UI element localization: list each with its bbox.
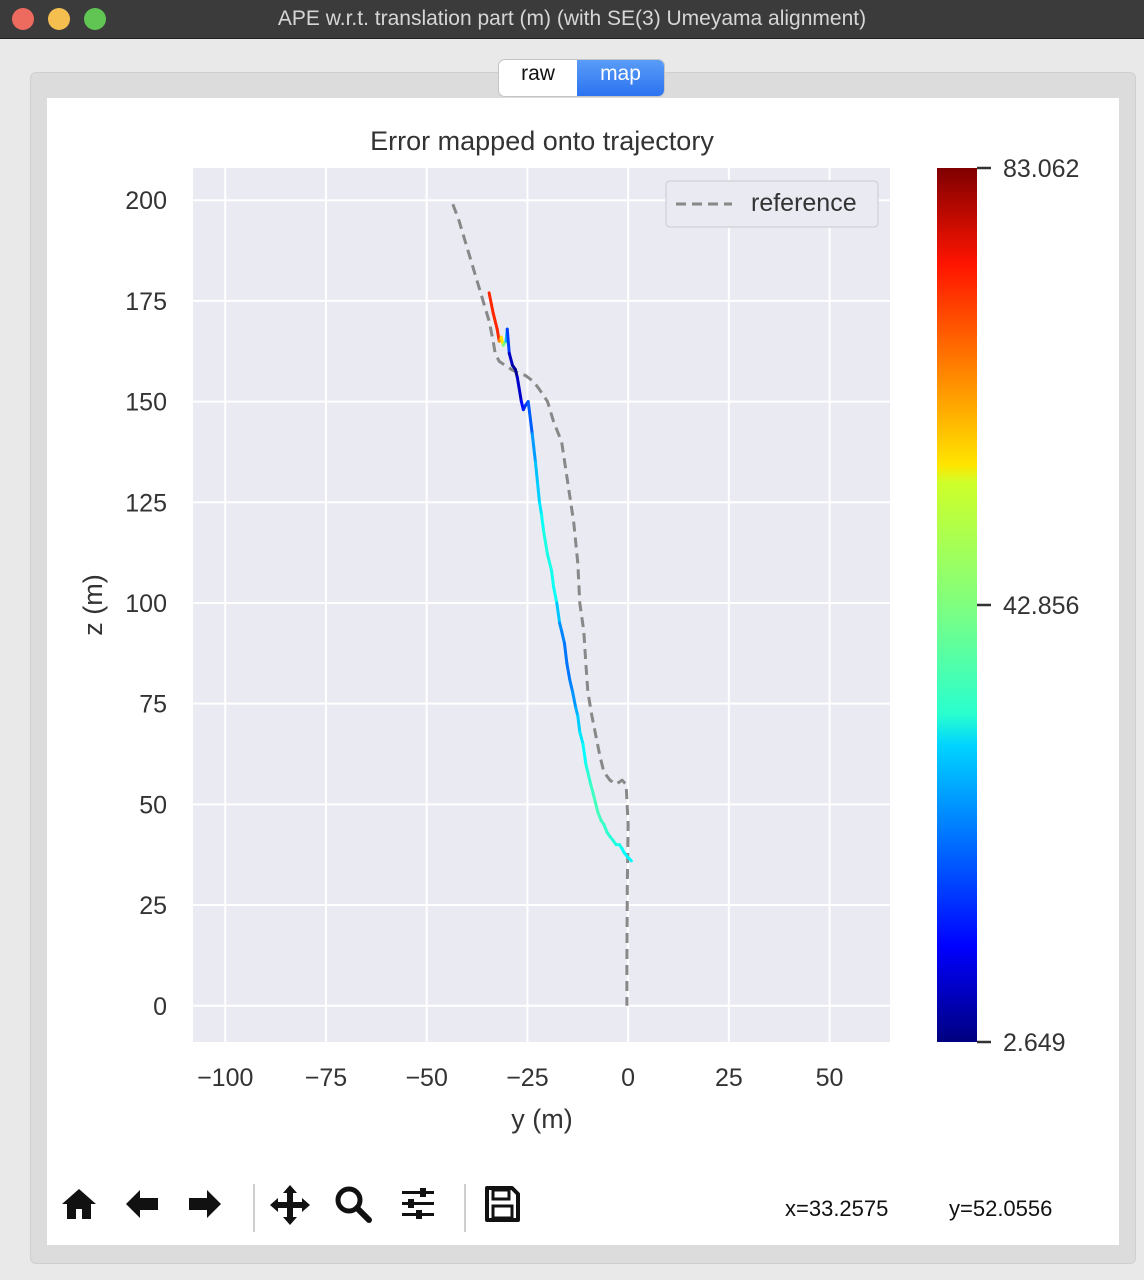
reference-line bbox=[451, 203, 630, 1006]
colorbar-tick-label: 2.649 bbox=[1003, 1029, 1066, 1057]
trajectory-segment bbox=[586, 770, 593, 786]
home-button[interactable] bbox=[59, 1184, 109, 1234]
trajectory-segment bbox=[507, 351, 514, 367]
plot-tab-bar: raw map bbox=[499, 60, 664, 96]
trajectory-segment bbox=[546, 553, 554, 573]
cursor-x-readout: x=33.2575 bbox=[785, 1196, 889, 1221]
trajectory-segment bbox=[576, 714, 582, 734]
x-tick-labels: −100 −75 −50 −25 0 25 50 bbox=[197, 1064, 843, 1092]
trajectory-segment bbox=[581, 742, 588, 766]
y-tick-label: 100 bbox=[125, 590, 167, 618]
forward-arrow-icon bbox=[189, 1190, 221, 1218]
configure-subplots-button[interactable] bbox=[398, 1184, 448, 1234]
grid-lines bbox=[193, 168, 890, 1042]
legend: reference bbox=[665, 180, 879, 228]
colorbar-gradient bbox=[937, 168, 977, 1042]
forward-button[interactable] bbox=[185, 1184, 235, 1234]
zoom-button[interactable] bbox=[333, 1184, 383, 1234]
trajectory-segment bbox=[550, 569, 556, 589]
x-tick-label: −50 bbox=[405, 1064, 447, 1092]
y-tick-label: 150 bbox=[125, 389, 167, 417]
trajectory-segment bbox=[535, 480, 541, 504]
trajectory-segment bbox=[589, 782, 596, 798]
legend-reference-label: reference bbox=[751, 189, 857, 217]
trajectory-segment bbox=[568, 678, 575, 694]
title-bar: APE w.r.t. translation part (m) (with SE… bbox=[0, 0, 1144, 39]
trajectory-segment bbox=[560, 629, 566, 645]
trajectory-segment bbox=[552, 585, 559, 605]
x-tick-label: −100 bbox=[197, 1064, 253, 1092]
home-icon bbox=[62, 1189, 96, 1219]
minimize-window-button[interactable] bbox=[48, 8, 70, 30]
trajectory-segment bbox=[533, 460, 539, 484]
x-axis-label: y (m) bbox=[511, 1104, 572, 1134]
toolbar-separator bbox=[253, 1184, 255, 1232]
axes-background bbox=[193, 168, 890, 1042]
estimated-trajectory bbox=[487, 291, 633, 863]
colorbar: 83.062 42.856 2.649 bbox=[937, 155, 1079, 1057]
trajectory-segment bbox=[578, 730, 585, 746]
x-tick-label: −25 bbox=[506, 1064, 548, 1092]
colorbar-ticks: 83.062 42.856 2.649 bbox=[977, 155, 1079, 1057]
pan-move-icon bbox=[270, 1185, 310, 1225]
save-button[interactable] bbox=[482, 1184, 532, 1234]
x-tick-label: −75 bbox=[305, 1064, 347, 1092]
y-tick-label: 200 bbox=[125, 187, 167, 215]
y-tick-label: 75 bbox=[139, 691, 167, 719]
colorbar-tick-label: 42.856 bbox=[1003, 592, 1079, 620]
x-tick-label: 0 bbox=[621, 1064, 635, 1092]
figure-canvas[interactable]: Error mapped onto trajectory −100 −75 −50−… bbox=[47, 98, 1119, 1245]
trajectory-segment bbox=[540, 512, 546, 532]
x-tick-label: 25 bbox=[715, 1064, 743, 1092]
y-tick-label: 0 bbox=[153, 993, 167, 1021]
save-floppy-icon bbox=[485, 1186, 520, 1222]
chart-title: Error mapped onto trajectory bbox=[370, 126, 714, 156]
x-tick-label: 50 bbox=[816, 1064, 844, 1092]
maximize-window-button[interactable] bbox=[84, 8, 106, 30]
trajectory-segment bbox=[491, 311, 499, 331]
trajectory-segment bbox=[625, 855, 633, 863]
y-axis-label: z (m) bbox=[78, 574, 108, 635]
trajectory-segment bbox=[526, 400, 534, 436]
cursor-y-readout: y=52.0556 bbox=[949, 1196, 1053, 1221]
pan-button[interactable] bbox=[269, 1184, 319, 1234]
y-tick-label: 25 bbox=[139, 892, 167, 920]
back-arrow-icon bbox=[126, 1190, 158, 1218]
toolbar-separator bbox=[464, 1184, 466, 1232]
trajectory-segment bbox=[530, 432, 537, 464]
y-tick-label: 175 bbox=[125, 288, 167, 316]
trajectory-segment bbox=[542, 528, 550, 557]
trajectory-segment bbox=[555, 601, 562, 625]
error-map-plot: Error mapped onto trajectory −100 −75 −50−… bbox=[78, 126, 1079, 1134]
trajectory-segment bbox=[537, 500, 543, 516]
zoom-magnifier-icon bbox=[335, 1186, 372, 1223]
tab-raw[interactable]: raw bbox=[499, 60, 577, 96]
colorbar-tick-label: 83.062 bbox=[1003, 155, 1079, 183]
trajectory-segment bbox=[487, 291, 495, 315]
y-tick-labels: 0 25 50 75 100 125 150 175 200 bbox=[125, 187, 167, 1021]
trajectory-segment bbox=[505, 327, 511, 355]
tab-map[interactable]: map bbox=[577, 60, 664, 96]
legend-box bbox=[665, 180, 879, 228]
trajectory-segment bbox=[562, 641, 569, 665]
configure-subplots-icon bbox=[402, 1188, 434, 1219]
back-button[interactable] bbox=[122, 1184, 172, 1234]
y-tick-label: 125 bbox=[125, 489, 167, 517]
close-window-button[interactable] bbox=[12, 8, 34, 30]
matplotlib-toolbar: x=33.2575 y=52.0556 bbox=[47, 1180, 1119, 1240]
trajectory-segment bbox=[515, 375, 523, 404]
reference-trajectory bbox=[451, 203, 630, 1006]
y-tick-label: 50 bbox=[139, 791, 167, 819]
trajectory-segment bbox=[571, 690, 578, 710]
trajectory-segment bbox=[565, 661, 572, 682]
window-title: APE w.r.t. translation part (m) (with SE… bbox=[277, 7, 867, 30]
